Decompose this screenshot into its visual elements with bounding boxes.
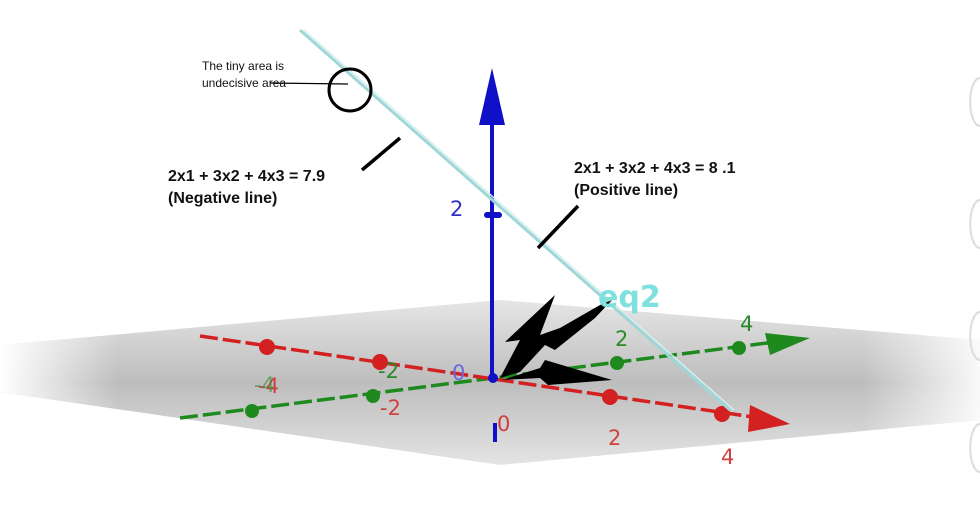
- undecisive-area-note: The tiny area is undecisive area: [202, 58, 286, 92]
- green-tick-4: 4: [740, 312, 753, 336]
- side-handle-4[interactable]: [969, 423, 980, 473]
- side-handle-2[interactable]: [969, 199, 980, 249]
- normal-vector-arrow: [500, 295, 612, 378]
- z-axis-arrow: [479, 68, 505, 125]
- green-axis-point: [366, 389, 380, 403]
- negative-line-label: 2x1 + 3x2 + 4x3 = 7.9 (Negative line): [168, 166, 325, 210]
- eq-label: eq2: [598, 280, 661, 315]
- undecisive-area-circle: [327, 67, 373, 113]
- negative-line-caption: (Negative line): [168, 190, 278, 207]
- z-axis-tick-2: [484, 212, 502, 218]
- xy-plane-fade: [0, 300, 980, 465]
- negative-pointer: [360, 136, 402, 172]
- undecisive-note-line1: The tiny area is: [202, 59, 285, 73]
- origin-point: [488, 373, 498, 383]
- positive-line-caption: (Positive line): [574, 182, 679, 199]
- green-tick-2: 2: [615, 327, 628, 351]
- red-axis-point: [372, 354, 388, 370]
- z-tick-0: 0: [497, 412, 510, 436]
- undecisive-note-line2: undecisive area: [202, 76, 287, 90]
- green-tick-neg2: -2: [378, 359, 399, 383]
- red-axis-point: [602, 389, 618, 405]
- pointer-line: [269, 82, 349, 85]
- green-axis-point: [610, 356, 624, 370]
- red-tick-neg2: -2: [380, 396, 401, 420]
- side-handle-3[interactable]: [969, 311, 980, 361]
- red-tick-neg4: -4: [258, 374, 279, 398]
- positive-line-equation: 2x1 + 3x2 + 4x3 = 8 .1: [574, 160, 736, 177]
- negative-line-equation: 2x1 + 3x2 + 4x3 = 7.9: [168, 168, 326, 185]
- green-axis-point: [245, 404, 259, 418]
- normal-vector-arrow-2: [502, 360, 612, 385]
- red-axis-point: [714, 406, 730, 422]
- positive-pointer: [536, 204, 580, 250]
- positive-line-label: 2x1 + 3x2 + 4x3 = 8 .1 (Positive line): [574, 158, 735, 202]
- side-handle-1[interactable]: [969, 77, 980, 127]
- red-tick-4: 4: [721, 445, 734, 469]
- negative-line: [303, 29, 735, 411]
- green-axis-point: [732, 341, 746, 355]
- red-axis: [199, 334, 761, 420]
- green-axis: [179, 340, 776, 420]
- green-tick-neg4: -4: [254, 373, 275, 397]
- origin-label: 0: [452, 361, 465, 385]
- red-axis-point: [259, 339, 275, 355]
- green-axis-arrow: [765, 333, 810, 355]
- red-axis-arrow: [748, 405, 790, 432]
- red-tick-2: 2: [608, 426, 621, 450]
- z-tick-2: 2: [450, 197, 463, 221]
